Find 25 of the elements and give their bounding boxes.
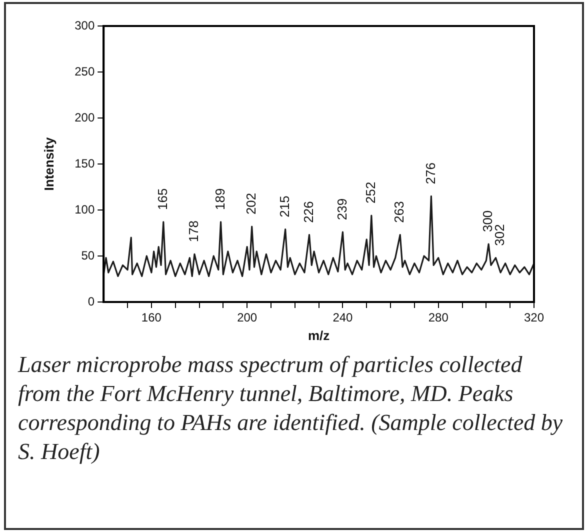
annotation: 252 [362,182,378,204]
y-tick-label: 0 [88,294,95,308]
annotation: 215 [276,196,292,218]
annotation: 239 [334,198,350,220]
x-tick-label: 280 [428,310,449,325]
x-tick-label: 200 [237,310,258,325]
annotation: 276 [422,162,438,184]
annotation: 226 [300,201,316,223]
y-tick-label: 200 [74,110,95,124]
x-tick-label: 320 [524,310,544,325]
y-tick-label: 300 [74,18,95,32]
y-tick-label: 150 [74,156,95,170]
annotation: 189 [212,188,228,210]
annotation: 178 [186,220,202,242]
x-tick-label: 160 [141,310,162,325]
text: Laser microprobe mass spectrum of particles collected from the Fort McHenry tunnel, Baltimore, MD. Peaks corresponding to PAHs are identified. (Sample collected by S. Hoeft) [18,351,564,466]
y-tick-label: 100 [74,202,95,216]
annotation: 202 [243,192,258,215]
x-axis-title: m/z [308,328,330,343]
x-tick-label: 240 [332,310,354,325]
annotation: 165 [154,188,170,210]
annotation: 263 [392,201,407,223]
y-tick-label: 50 [81,248,95,262]
y-axis-title: Intensity [41,136,56,191]
y-tick-label: 250 [74,64,95,78]
